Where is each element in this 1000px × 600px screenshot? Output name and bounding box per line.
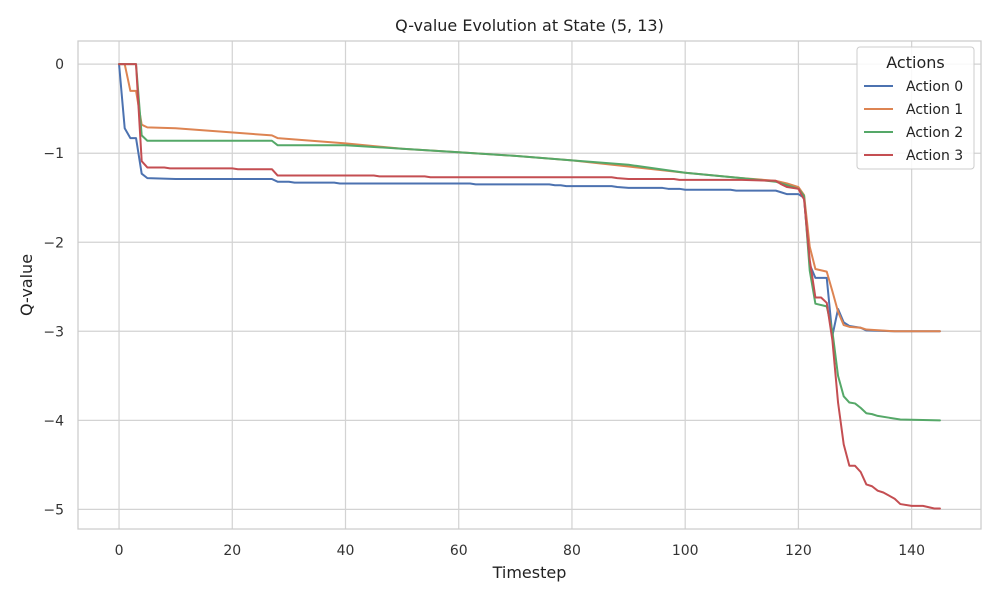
plot-frame bbox=[77, 40, 982, 530]
series-line-action-3 bbox=[118, 63, 941, 510]
legend-label-action-0: Action 0 bbox=[906, 79, 963, 95]
series-layer bbox=[118, 63, 941, 510]
y-tick-labels: 0 −1 −2 −3 −4 −5 bbox=[43, 57, 64, 518]
x-tick-label: 60 bbox=[450, 543, 468, 559]
legend-label-action-3: Action 3 bbox=[906, 148, 963, 164]
x-tick-label: 20 bbox=[223, 543, 241, 559]
chart-title: Q-value Evolution at State (5, 13) bbox=[395, 16, 664, 35]
x-tick-label: 40 bbox=[337, 543, 355, 559]
legend-label-action-1: Action 1 bbox=[906, 102, 963, 118]
legend-title: Actions bbox=[886, 53, 944, 72]
legend: Actions Action 0 Action 1 Action 2 Action 3 bbox=[856, 46, 975, 170]
x-tick-label: 140 bbox=[898, 543, 925, 559]
x-tick-label: 0 bbox=[115, 543, 124, 559]
y-tick-label: −3 bbox=[43, 324, 64, 340]
x-tick-label: 100 bbox=[672, 543, 699, 559]
series-line-action-2 bbox=[118, 63, 941, 422]
y-tick-label: −4 bbox=[43, 413, 64, 429]
y-axis-label: Q-value bbox=[17, 254, 36, 316]
legend-label-action-2: Action 2 bbox=[906, 125, 963, 141]
legend-items: Action 0 Action 1 Action 2 Action 3 bbox=[864, 79, 963, 164]
y-tick-label: −5 bbox=[43, 502, 64, 518]
y-tick-label: −1 bbox=[43, 146, 64, 162]
x-axis-label: Timestep bbox=[492, 563, 567, 582]
y-tick-label: 0 bbox=[55, 57, 64, 73]
x-tick-label: 80 bbox=[563, 543, 581, 559]
x-tick-label: 120 bbox=[785, 543, 812, 559]
legend-box bbox=[856, 46, 975, 170]
y-tick-label: −2 bbox=[43, 235, 64, 251]
x-tick-labels: 0 20 40 60 80 100 120 140 bbox=[115, 543, 925, 559]
